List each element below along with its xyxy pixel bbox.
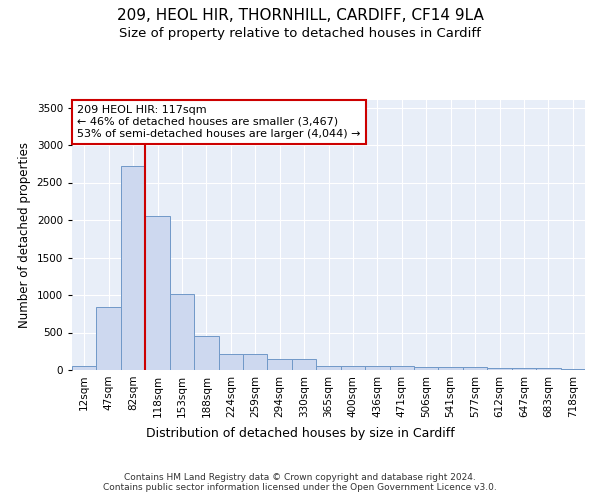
Text: Distribution of detached houses by size in Cardiff: Distribution of detached houses by size … [146, 428, 454, 440]
Bar [145, 216, 170, 370]
Text: Size of property relative to detached houses in Cardiff: Size of property relative to detached ho… [119, 28, 481, 40]
Bar [316, 366, 341, 370]
Bar [487, 368, 512, 370]
Bar [439, 367, 463, 370]
Bar [365, 366, 389, 370]
Bar [243, 354, 268, 370]
Text: 209 HEOL HIR: 117sqm
← 46% of detached houses are smaller (3,467)
53% of semi-de: 209 HEOL HIR: 117sqm ← 46% of detached h… [77, 106, 361, 138]
Bar [512, 368, 536, 370]
Bar [72, 366, 97, 370]
Bar [341, 366, 365, 370]
Bar [194, 336, 218, 370]
Bar [170, 294, 194, 370]
Bar [218, 354, 243, 370]
Text: 209, HEOL HIR, THORNHILL, CARDIFF, CF14 9LA: 209, HEOL HIR, THORNHILL, CARDIFF, CF14 … [116, 8, 484, 22]
Bar [536, 368, 560, 370]
Bar [414, 366, 439, 370]
Bar [463, 368, 487, 370]
Bar [97, 307, 121, 370]
Bar [268, 359, 292, 370]
Bar [121, 166, 145, 370]
Y-axis label: Number of detached properties: Number of detached properties [18, 142, 31, 328]
Bar [560, 368, 585, 370]
Bar [292, 359, 316, 370]
Bar [389, 366, 414, 370]
Text: Contains HM Land Registry data © Crown copyright and database right 2024.
Contai: Contains HM Land Registry data © Crown c… [103, 472, 497, 492]
